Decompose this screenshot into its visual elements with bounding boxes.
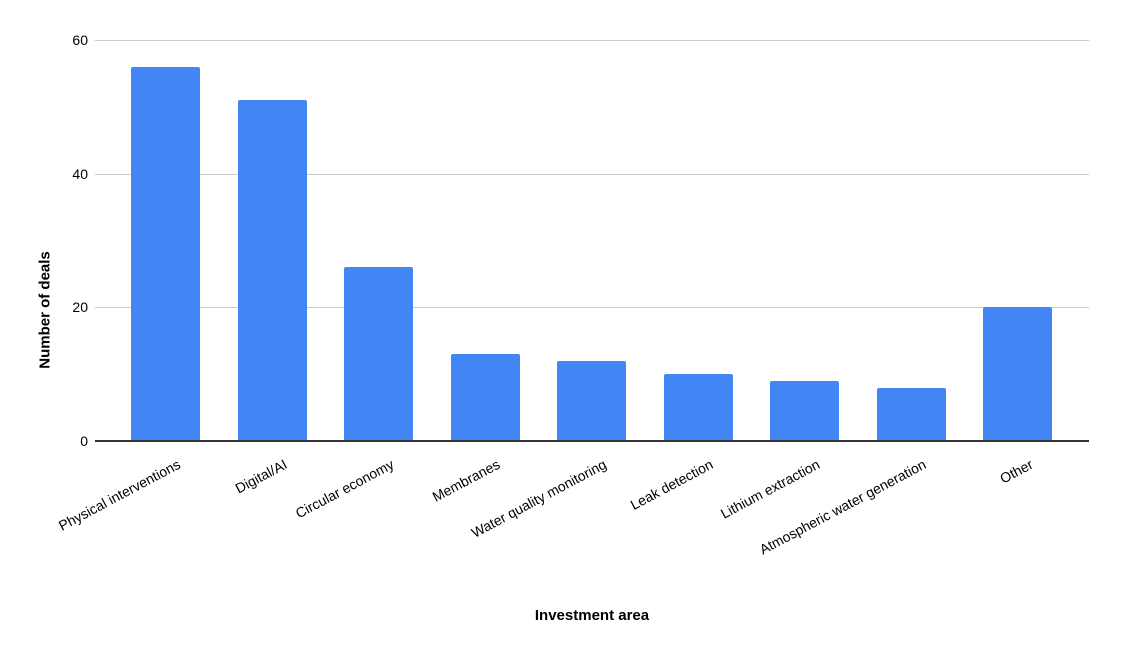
category-label: Other [996,456,1036,487]
bar [450,354,520,441]
category-label: Digital/AI [232,456,290,497]
y-axis-title: Number of deals [36,251,54,369]
gridline [95,173,1089,175]
bar [876,387,946,441]
bar [237,100,307,441]
bar [557,360,627,441]
bar [770,380,840,441]
y-tick-label: 40 [72,165,88,182]
y-tick-label: 0 [80,433,88,449]
gridline [95,307,1089,309]
gridline [95,40,1089,41]
bar [344,267,414,441]
bar [983,307,1053,441]
y-tick-label: 60 [72,32,88,48]
category-label: Circular economy [292,456,397,522]
category-label: Membranes [429,456,503,505]
category-label: Physical interventions [56,456,184,534]
category-label: Atmospheric water generation [757,456,929,558]
x-axis-title: Investment area [534,607,650,624]
category-label: Lithium extraction [717,456,823,522]
bar [131,66,201,441]
x-axis-baseline [95,440,1089,442]
y-tick-label: 20 [72,299,88,316]
category-label: Leak detection [627,456,716,513]
bar [663,374,733,441]
